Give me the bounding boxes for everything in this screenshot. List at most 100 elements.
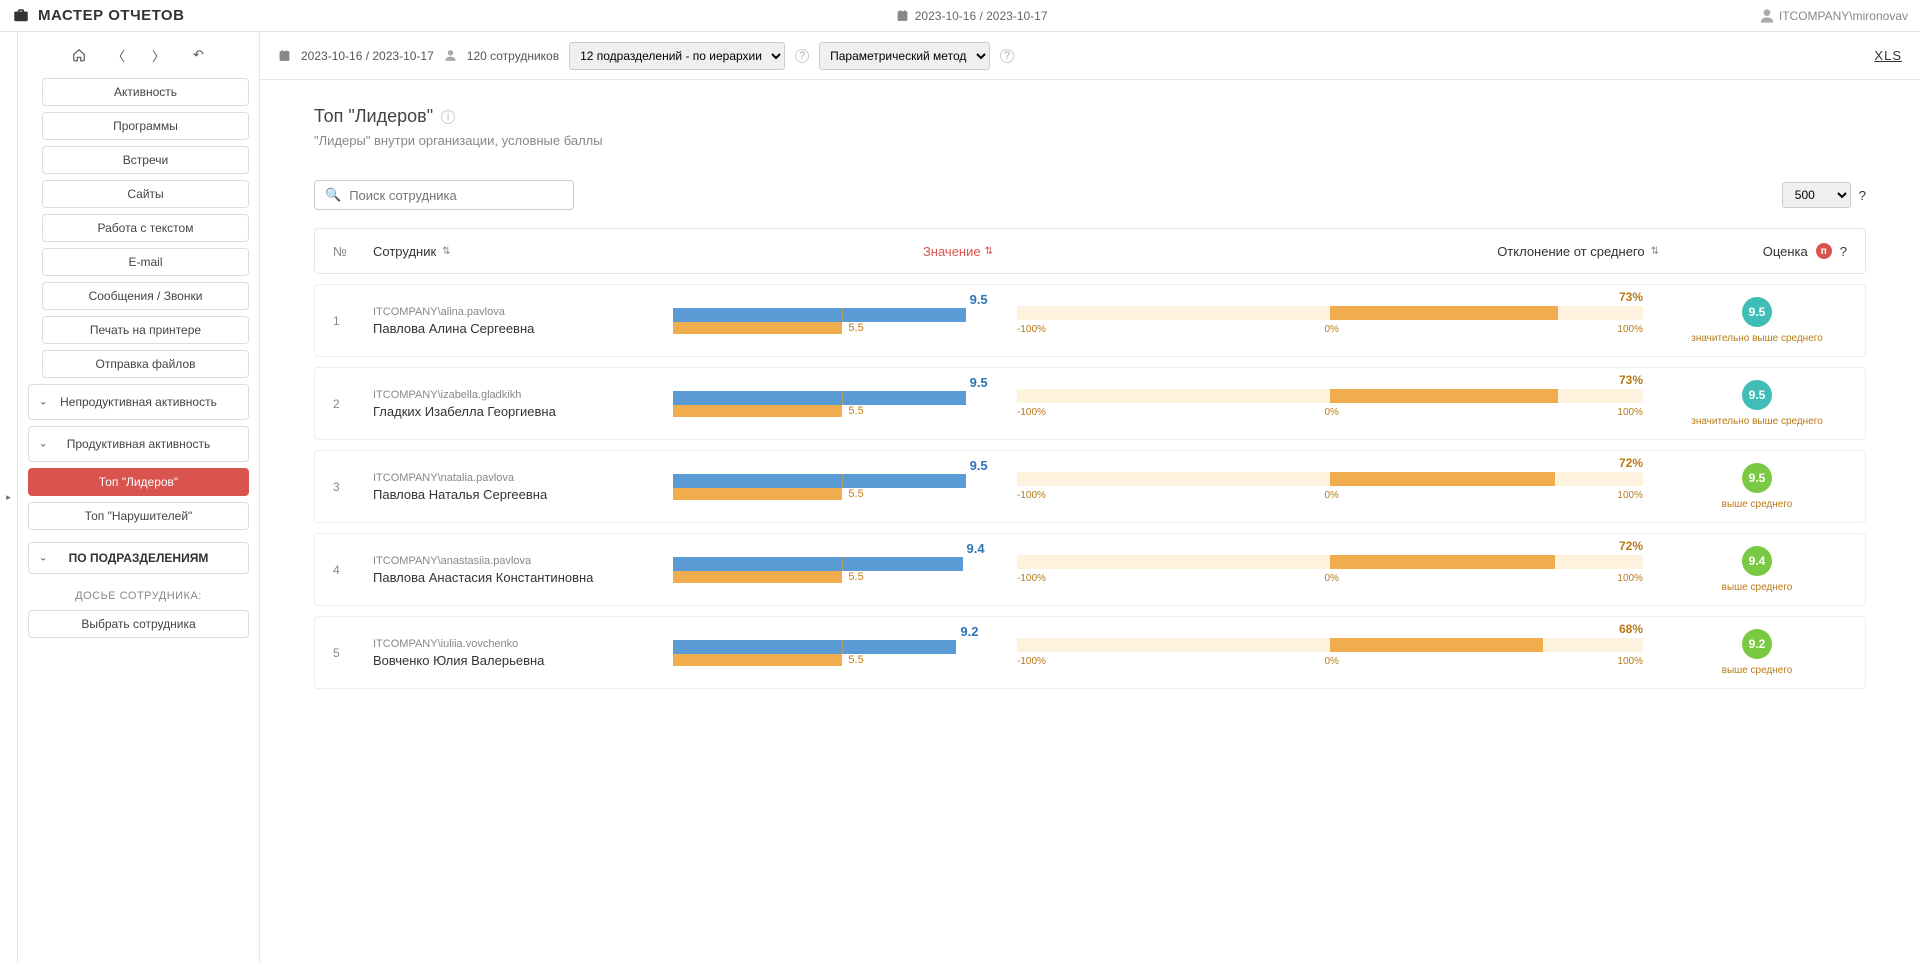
employee-name: Павлова Алина Сергеевна [373,321,673,336]
value-cell: 9.45.5 [673,557,993,583]
rating-cell: 9.5 выше среднего [1667,463,1847,510]
table-row[interactable]: 2ITCOMPANY\izabella.gladkikh Гладких Изаб… [314,367,1866,440]
deviation-cell: 73%-100%0%100% [993,306,1667,335]
score-badge: 9.5 [1742,380,1772,410]
employee-login: ITCOMPANY\iuliia.vovchenko [373,638,673,650]
sidebar-item[interactable]: Сайты [42,180,249,208]
calendar-icon [278,49,291,62]
sidebar-select-employee[interactable]: Выбрать сотрудника [28,610,249,638]
back-button[interactable]: 〈 [110,46,128,64]
deviation-cell: 72%-100%0%100% [993,472,1667,501]
sidebar-dossier-label: ДОСЬЕ СОТРУДНИКА: [28,590,249,602]
deviation-cell: 72%-100%0%100% [993,555,1667,584]
page-size-select[interactable]: 500 [1782,182,1851,208]
score-text: значительно выше среднего [1667,416,1847,427]
table-header: № Сотрудник⇅ Значение⇅ Отклонение от сре… [314,228,1866,274]
table-row[interactable]: 3ITCOMPANY\natalia.pavlova Павлова Наталь… [314,450,1866,523]
topbar: МАСТЕР ОТЧЕТОВ 2023-10-16 / 2023-10-17 I… [0,0,1920,32]
toolbar-date-range[interactable]: 2023-10-16 / 2023-10-17 [301,49,434,63]
row-number: 2 [333,397,373,411]
col-value[interactable]: Значение⇅ [673,244,993,259]
employee-login: ITCOMPANY\izabella.gladkikh [373,389,673,401]
sidebar-group-nonproductive[interactable]: ⌄Непродуктивная активность [28,384,249,420]
sort-icon: ⇅ [442,246,450,257]
score-badge: 9.2 [1742,629,1772,659]
employee-login: ITCOMPANY\anastasiia.pavlova [373,555,673,567]
app-icon [12,7,30,25]
sidebar-item[interactable]: Сообщения / Звонки [42,282,249,310]
sidebar-item[interactable]: Отправка файлов [42,350,249,378]
col-employee[interactable]: Сотрудник⇅ [373,244,673,259]
page-title: Топ "Лидеров" [314,106,433,127]
employee-name: Вовченко Юлия Валерьевна [373,653,673,668]
score-badge: 9.5 [1742,463,1772,493]
sidebar-item[interactable]: Встречи [42,146,249,174]
employee-name: Павлова Анастасия Константиновна [373,570,673,585]
sidebar-item-top-violators[interactable]: Топ "Нарушителей" [28,502,249,530]
export-xls-link[interactable]: XLS [1874,48,1902,63]
method-select[interactable]: Параметрический метод [819,42,990,70]
employee-name: Павлова Наталья Сергеевна [373,487,673,502]
deviation-cell: 68%-100%0%100% [993,638,1667,667]
sidebar-item[interactable]: Активность [42,78,249,106]
value-cell: 9.25.5 [673,640,993,666]
info-icon[interactable]: ? [1840,244,1847,259]
info-icon[interactable]: i [441,110,455,124]
search-box[interactable]: 🔍 [314,180,574,210]
value-cell: 9.55.5 [673,474,993,500]
users-icon [444,49,457,62]
score-text: выше среднего [1667,665,1847,676]
sidebar-item[interactable]: E-mail [42,248,249,276]
score-text: значительно выше среднего [1667,333,1847,344]
rating-badge-icon: п [1816,243,1832,259]
rating-cell: 9.4 выше среднего [1667,546,1847,593]
header-date-range: 2023-10-16 / 2023-10-17 [915,9,1048,23]
col-number: № [333,244,373,259]
row-number: 1 [333,314,373,328]
header-username: ITCOMPANY\mironovav [1779,9,1908,23]
score-badge: 9.4 [1742,546,1772,576]
info-icon[interactable]: ? [1859,188,1866,203]
calendar-icon [896,9,909,22]
sort-icon: ⇅ [1651,246,1659,257]
row-number: 4 [333,563,373,577]
sidebar-item-top-leaders[interactable]: Топ "Лидеров" [28,468,249,496]
rating-cell: 9.5 значительно выше среднего [1667,297,1847,344]
col-rating[interactable]: Оценкап? [1667,243,1847,259]
content-toolbar: 2023-10-16 / 2023-10-17 120 сотрудников … [260,32,1920,80]
info-icon[interactable]: ? [795,49,809,63]
value-cell: 9.55.5 [673,391,993,417]
col-deviation[interactable]: Отклонение от среднего⇅ [993,244,1667,259]
score-text: выше среднего [1667,499,1847,510]
page-subtitle: "Лидеры" внутри организации, условные ба… [314,133,1866,148]
employee-login: ITCOMPANY\natalia.pavlova [373,472,673,484]
deviation-cell: 73%-100%0%100% [993,389,1667,418]
score-badge: 9.5 [1742,297,1772,327]
undo-button[interactable]: ↶ [190,46,208,64]
sidebar-item[interactable]: Работа с текстом [42,214,249,242]
employee-login: ITCOMPANY\alina.pavlova [373,306,673,318]
toolbar-employee-count: 120 сотрудников [467,49,559,63]
score-text: выше среднего [1667,582,1847,593]
app-title: МАСТЕР ОТЧЕТОВ [38,7,184,24]
forward-button[interactable]: 〉 [150,46,168,64]
table-row[interactable]: 5ITCOMPANY\iuliia.vovchenko Вовченко Юлия… [314,616,1866,689]
search-icon: 🔍 [325,187,341,203]
row-number: 5 [333,646,373,660]
home-button[interactable] [70,46,88,64]
table-row[interactable]: 1ITCOMPANY\alina.pavlova Павлова Алина Се… [314,284,1866,357]
info-icon[interactable]: ? [1000,49,1014,63]
row-number: 3 [333,480,373,494]
employee-name: Гладких Изабелла Георгиевна [373,404,673,419]
sidebar-group-productive[interactable]: ⌄Продуктивная активность [28,426,249,462]
sidebar: 〈 〉 ↶ Активность Программы Встречи Сайты Раб… [18,32,260,963]
sort-icon: ⇅ [985,246,993,257]
search-input[interactable] [349,188,563,203]
sidebar-collapse-handle[interactable]: ▸ [0,32,18,963]
sidebar-item[interactable]: Печать на принтере [42,316,249,344]
rating-cell: 9.5 значительно выше среднего [1667,380,1847,427]
table-row[interactable]: 4ITCOMPANY\anastasiia.pavlova Павлова Ана… [314,533,1866,606]
sidebar-section-by-dept[interactable]: ⌄ПО ПОДРАЗДЕЛЕНИЯМ [28,542,249,574]
dept-select[interactable]: 12 подразделений - по иерархии [569,42,785,70]
sidebar-item[interactable]: Программы [42,112,249,140]
